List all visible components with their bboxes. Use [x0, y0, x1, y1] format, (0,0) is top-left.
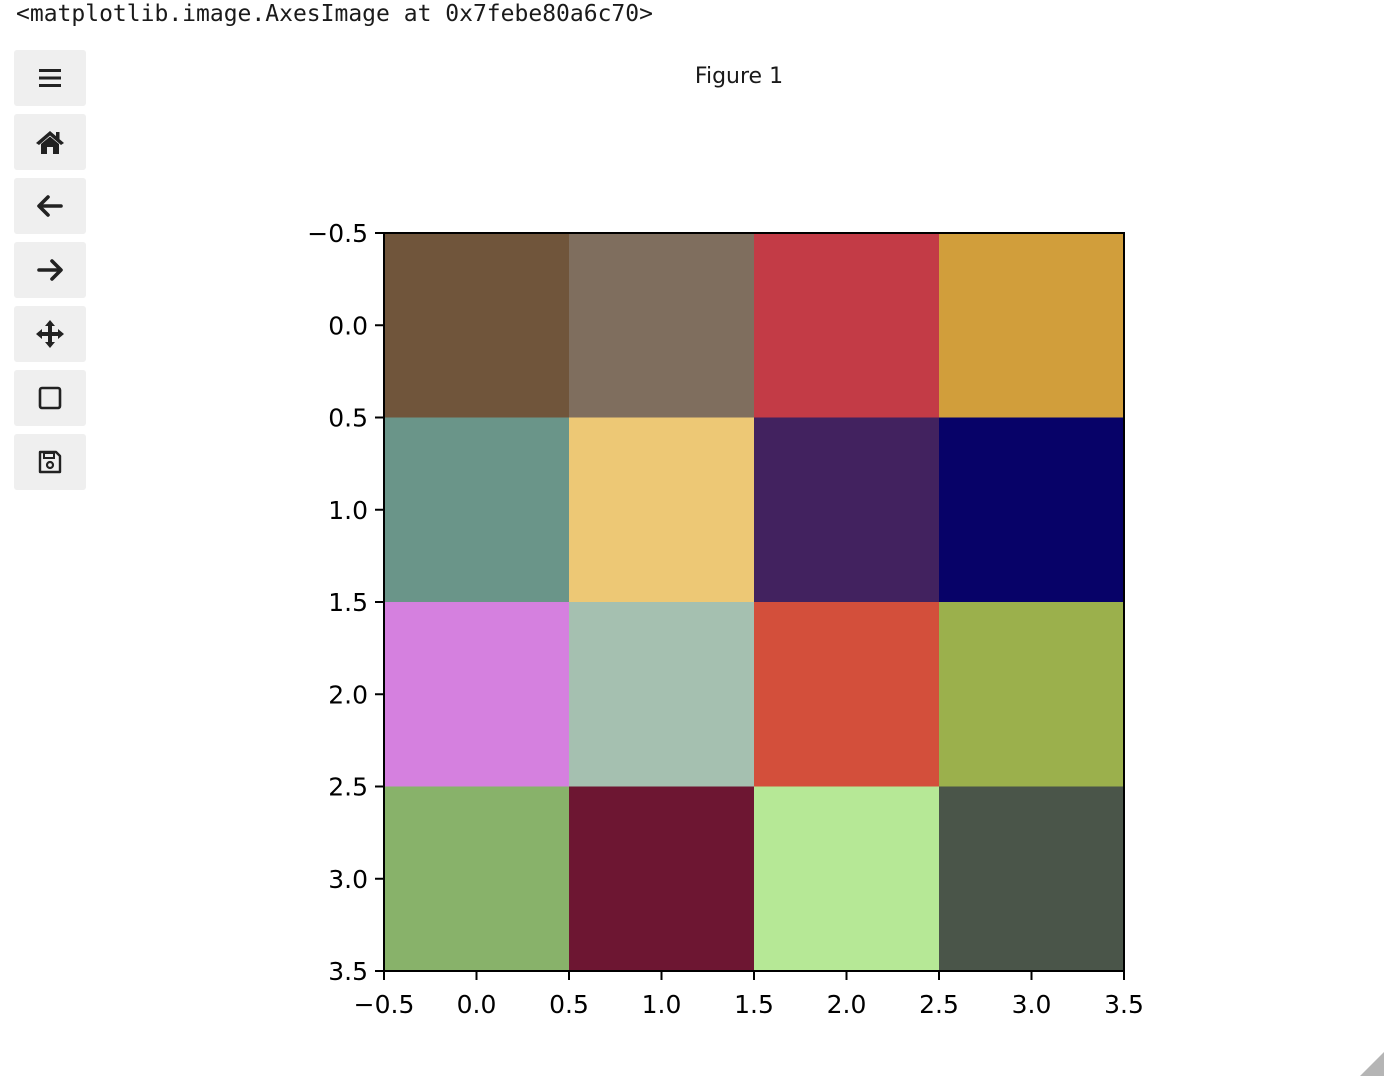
heatmap-cell-r2-c1 [569, 602, 755, 787]
heatmap-cell-r2-c2 [754, 602, 940, 787]
heatmap-cell-r0-c0 [384, 233, 570, 418]
heatmap-cells [384, 233, 1125, 972]
heatmap-cell-r3-c3 [939, 786, 1125, 972]
heatmap-cell-r0-c3 [939, 233, 1125, 418]
heatmap-cell-r1-c2 [754, 417, 940, 603]
square-icon [38, 386, 62, 410]
menu-button[interactable] [14, 50, 86, 106]
y-tick-label: 3.5 [328, 957, 368, 986]
download-button[interactable] [14, 434, 86, 490]
heatmap-cell-r1-c1 [569, 417, 755, 603]
home-icon [36, 131, 64, 154]
heatmap-cell-r2-c3 [939, 602, 1125, 787]
home-button[interactable] [14, 114, 86, 170]
x-tick-label: 0.0 [457, 990, 497, 1019]
move-arrows-icon [36, 320, 64, 348]
y-tick-label: 0.5 [328, 404, 368, 433]
heatmap-cell-r1-c3 [939, 417, 1125, 603]
x-tick-label: −0.5 [354, 990, 415, 1019]
back-button[interactable] [14, 178, 86, 234]
x-tick-label: 3.5 [1104, 990, 1144, 1019]
axis-ticks: −0.5 0.0 0.5 1.0 1.5 2.0 2.5 3.0 3.5 −0.5 0.0 0.5 1.… [307, 219, 1144, 1019]
figure-title: Figure 1 [694, 64, 784, 89]
y-tick-label: 1.0 [328, 496, 368, 525]
arrow-right-icon [37, 259, 63, 281]
forward-button[interactable] [14, 242, 86, 298]
x-tick-label: 0.5 [549, 990, 589, 1019]
y-tick-label: 1.5 [328, 588, 368, 617]
x-tick-label: 1.5 [734, 990, 774, 1019]
x-tick-label: 1.0 [642, 990, 682, 1019]
heatmap-cell-r0-c1 [569, 233, 755, 418]
y-tick-label: 2.0 [328, 680, 368, 709]
figure-toolbar [14, 50, 86, 498]
y-tick-label: −0.5 [307, 219, 368, 248]
y-tick-label: 0.0 [328, 311, 368, 340]
output-repr-text: <matplotlib.image.AxesImage at 0x7febe80… [16, 1, 653, 27]
resize-grip-icon[interactable] [1354, 1046, 1384, 1076]
heatmap-cell-r3-c0 [384, 786, 570, 972]
heatmap-cell-r0-c2 [754, 233, 940, 418]
x-tick-label: 2.5 [919, 990, 959, 1019]
floppy-disk-icon [38, 450, 62, 474]
arrow-left-icon [37, 195, 63, 217]
x-tick-label: 3.0 [1012, 990, 1052, 1019]
y-tick-label: 2.5 [328, 773, 368, 802]
pan-button[interactable] [14, 306, 86, 362]
x-tick-label: 2.0 [827, 990, 867, 1019]
heatmap-cell-r2-c0 [384, 602, 570, 787]
heatmap-cell-r1-c0 [384, 417, 570, 603]
hamburger-menu-icon [39, 69, 61, 87]
heatmap-cell-r3-c1 [569, 786, 755, 972]
zoom-rect-button[interactable] [14, 370, 86, 426]
y-tick-label: 3.0 [328, 865, 368, 894]
heatmap-cell-r3-c2 [754, 786, 940, 972]
